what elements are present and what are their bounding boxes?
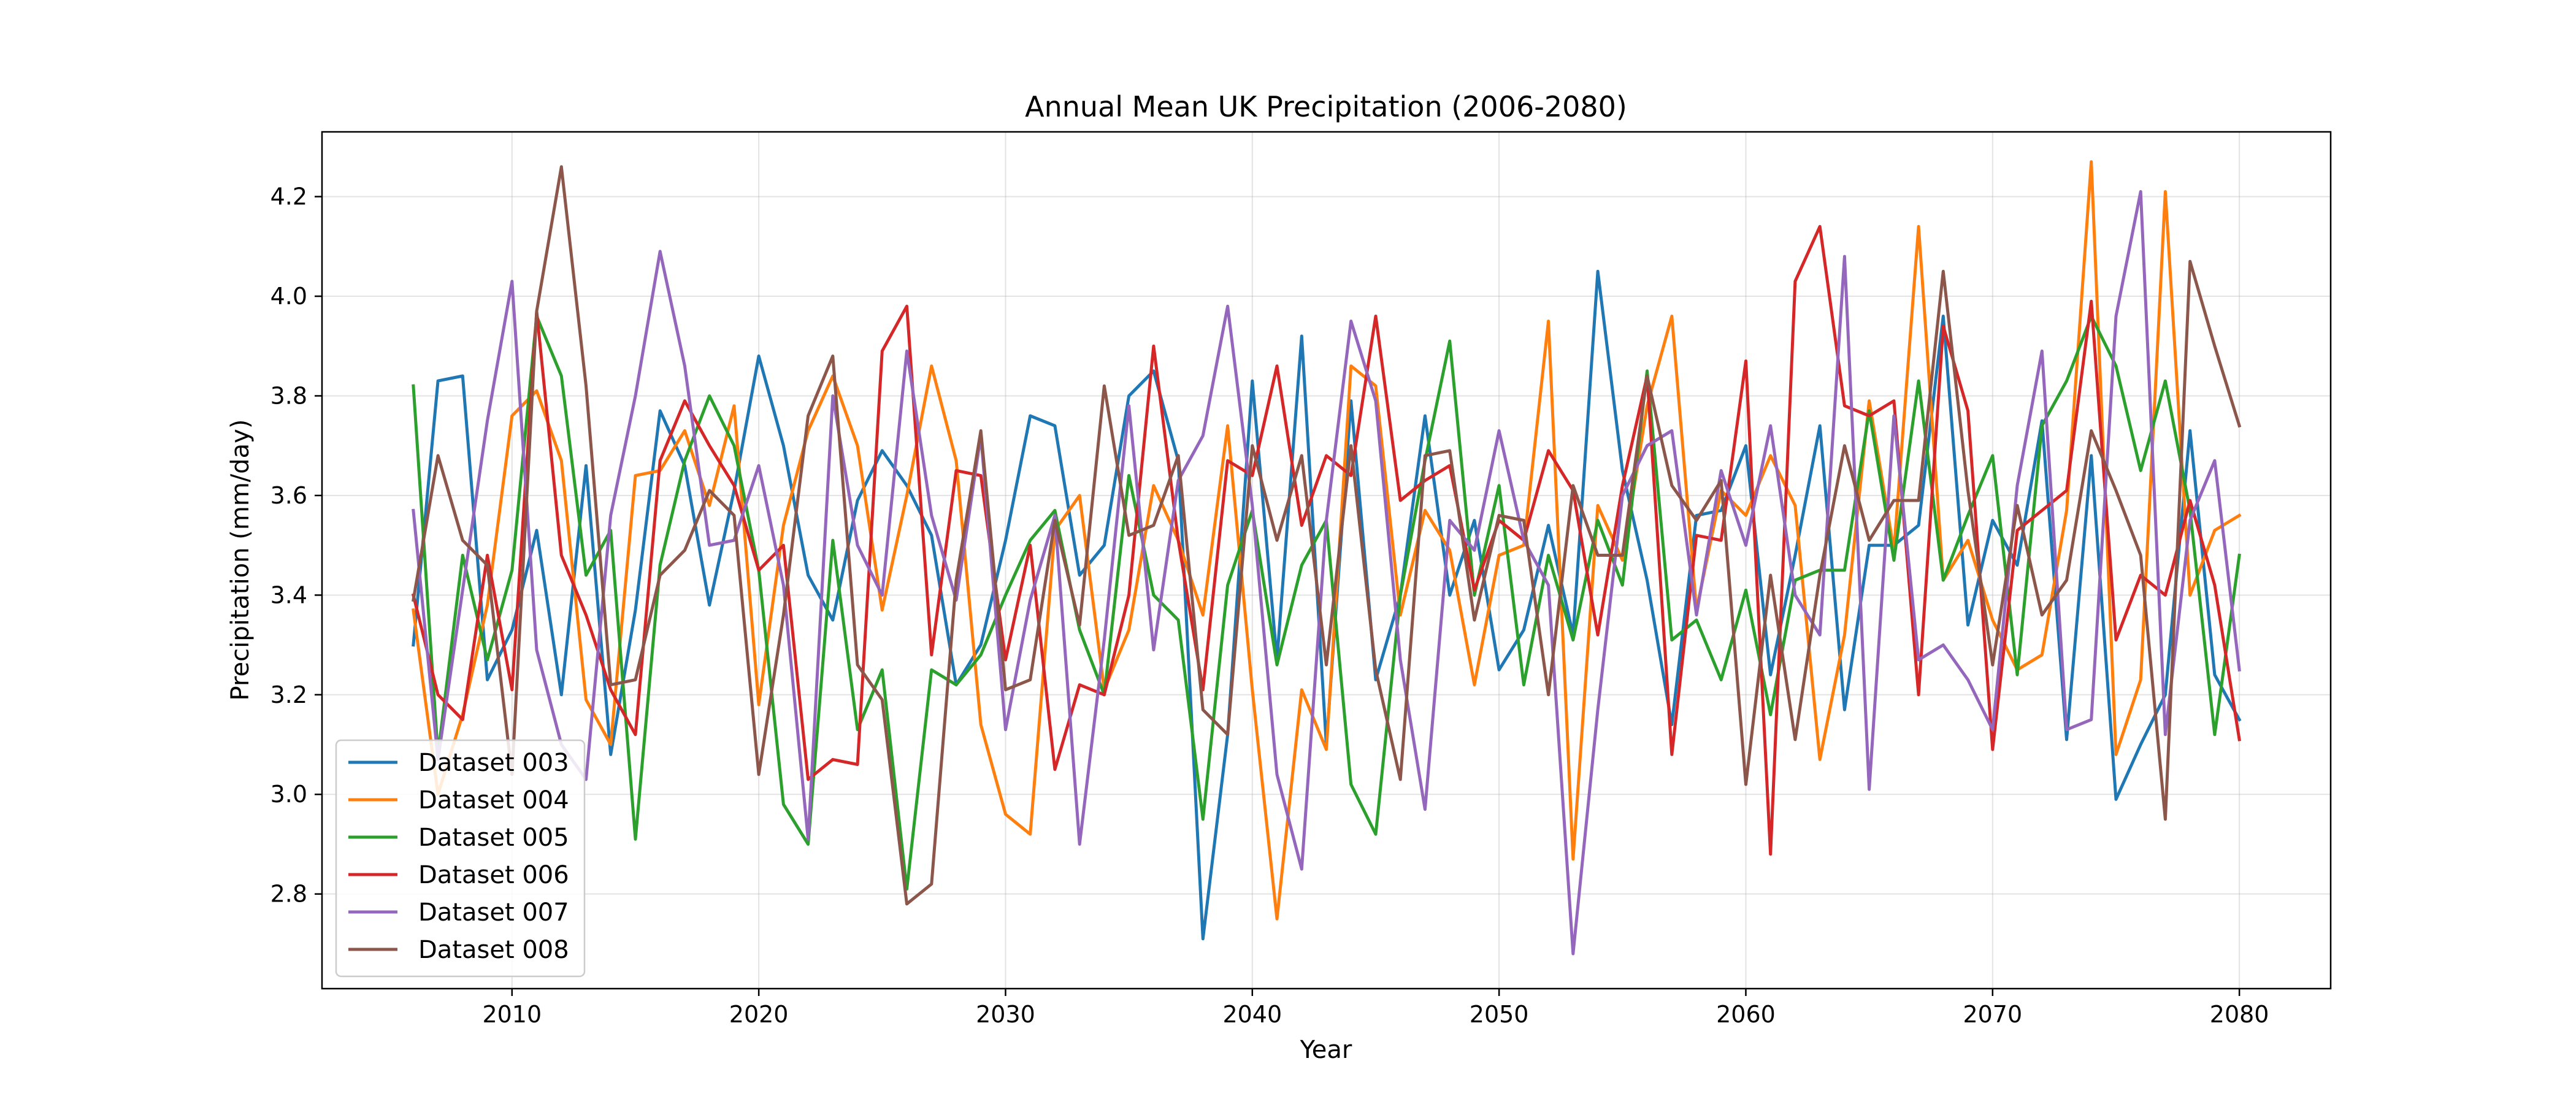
plot-frame: [321, 131, 2332, 990]
legend-label: Dataset 007: [418, 898, 569, 927]
series-lines: [411, 160, 2242, 956]
chart-title: Annual Mean UK Precipitation (2006-2080): [1025, 90, 1627, 123]
y-tick-label: 3.6: [270, 482, 307, 509]
x-tick-label: 2020: [729, 1001, 789, 1028]
x-tick-label: 2060: [1716, 1001, 1776, 1028]
y-tick-label: 2.8: [270, 881, 307, 908]
legend-label: Dataset 006: [418, 861, 569, 889]
x-tick-label: 2010: [482, 1001, 542, 1028]
series-line: [412, 165, 2242, 906]
x-tick-label: 2070: [1963, 1001, 2022, 1028]
x-axis-ticks: 2010 2020 2030 2040 2050 2060 2070 2080: [482, 989, 2269, 1028]
x-axis-label: Year: [1300, 1036, 1352, 1064]
series-line: [412, 190, 2241, 956]
x-tick-label: 2080: [2210, 1001, 2269, 1028]
y-tick-label: 3.4: [270, 581, 307, 608]
series-line: [411, 224, 2241, 856]
legend-box: [335, 739, 586, 978]
legend-label: Dataset 003: [418, 749, 569, 777]
x-tick-label: 2050: [1470, 1001, 1529, 1028]
y-tick-label: 4.0: [270, 283, 307, 310]
y-tick-label: 3.8: [270, 382, 307, 409]
y-tick-label: 4.2: [270, 183, 307, 210]
y-tick-label: 3.2: [270, 681, 307, 708]
y-axis-label: Precipitation (mm/day): [226, 419, 255, 701]
y-axis-ticks: 2.8 3.0 3.2 3.4 3.6 3.8 4.0 4.2: [270, 183, 322, 908]
x-tick-label: 2030: [976, 1001, 1035, 1028]
y-tick-label: 3.0: [270, 781, 307, 808]
x-tick-label: 2040: [1222, 1001, 1282, 1028]
legend-label: Dataset 004: [418, 786, 569, 814]
legend: Dataset 003 Dataset 004 Dataset 005 Dataset…: [335, 739, 586, 978]
legend-label: Dataset 005: [418, 824, 569, 852]
legend-label: Dataset 008: [418, 936, 569, 964]
